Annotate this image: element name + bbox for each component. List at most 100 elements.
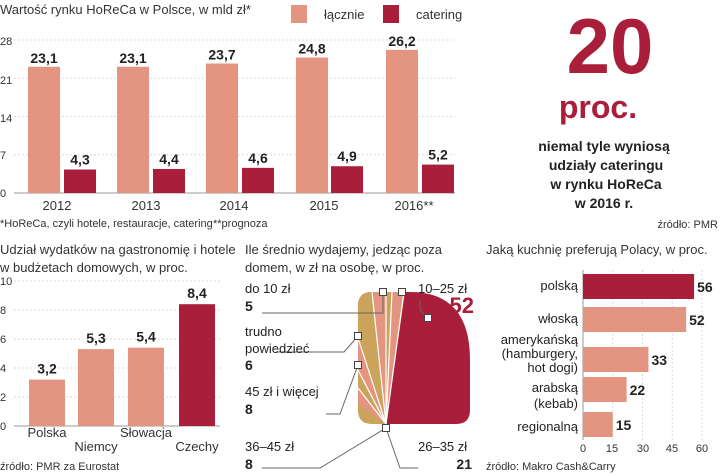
horeca-total-bar — [296, 57, 328, 193]
pie-value-trudno: 6 — [245, 357, 253, 373]
spending-category-label: Czechy — [175, 439, 219, 454]
pie-label-trudno: trudno — [245, 324, 282, 339]
horeca-bars: 23,1 23,1 23,7 24,8 26,2 4,3 4,4 4,6 4,9 5,2 — [28, 33, 454, 194]
callout-source: źródło: PMR — [657, 219, 718, 231]
cuisine-category-label: polską — [540, 278, 578, 293]
cuisine-xtick: 15 — [606, 443, 618, 455]
pie-value-do10: 5 — [245, 298, 253, 314]
horeca-catering-bar — [331, 166, 363, 193]
catering-share-callout: 20 proc. niemal tyle wyniosą udziały cat… — [538, 2, 718, 231]
horeca-ytick: 21 — [0, 75, 12, 87]
pie-slice-separator — [357, 387, 387, 425]
pie-leader-line — [262, 292, 384, 314]
cuisine-bar — [583, 347, 649, 372]
callout-line: w 2016 r. — [574, 195, 633, 211]
legend-catering-swatch — [383, 5, 399, 23]
pie-label-36-45: 36–45 zł — [245, 439, 294, 454]
legend-total-label: łącznie — [324, 7, 364, 22]
horeca-forecast-note: **prognoza — [213, 218, 268, 230]
cuisine-value-label: 22 — [630, 382, 646, 398]
horeca-total-bar — [206, 63, 238, 193]
pie-leader-marker — [354, 361, 362, 369]
legend-total-swatch — [291, 5, 307, 23]
spending-ytick: 8 — [0, 305, 6, 317]
spending-category-label: Słowacja — [120, 425, 173, 440]
horeca-category-label: 2015 — [310, 198, 339, 213]
spending-bar — [128, 347, 164, 426]
horeca-total-value-label: 24,8 — [298, 40, 325, 56]
callout-number: 20 — [567, 2, 654, 90]
cuisine-category-label: regionalną — [517, 419, 578, 434]
cuisine-xtick: 30 — [637, 443, 649, 455]
pie-leader-lines — [262, 288, 432, 469]
horeca-catering-bar — [153, 168, 185, 193]
cuisine-category-label: amerykańską — [501, 332, 579, 347]
horeca-category-label: 2013 — [132, 198, 161, 213]
spending-ytick: 2 — [0, 392, 6, 404]
meal-spending-pie-chart: Ile średnio wydajemy, jedząc poza domem,… — [245, 242, 474, 472]
pie-value-10-25: 52 — [450, 293, 474, 318]
horeca-catering-value-label: 4,4 — [159, 151, 179, 167]
pie-value-26-35: 21 — [456, 456, 472, 472]
pie-leader-marker — [424, 314, 432, 322]
horeca-catering-bar — [64, 169, 96, 193]
spending-value-label: 8,4 — [187, 285, 207, 301]
pie-chart-title: Ile średnio wydajemy, jedząc poza — [245, 242, 443, 257]
pie-slice-separator — [357, 337, 387, 425]
pie-leader-line — [262, 427, 387, 469]
cuisine-category-label: arabską — [532, 380, 579, 395]
horeca-total-value-label: 23,1 — [30, 50, 57, 66]
horeca-catering-bar — [242, 167, 274, 193]
horeca-category-label: 2016** — [394, 198, 433, 213]
cuisine-bars: 56 52 33 22 15 — [583, 274, 713, 437]
pie-slice-separator — [385, 291, 393, 425]
pie-leader-marker — [354, 332, 362, 340]
spending-category-label: Niemcy — [74, 439, 118, 454]
spending-chart-title: w budżetach domowych, w proc. — [0, 260, 188, 275]
cuisine-xtick: 60 — [696, 443, 708, 455]
spending-value-label: 3,2 — [37, 361, 57, 377]
pie-label-26-35: 26–35 zł — [418, 439, 467, 454]
spending-value-label: 5,4 — [136, 329, 156, 345]
cuisine-value-label: 33 — [651, 352, 667, 368]
cuisine-category-label: (kebab) — [534, 396, 578, 411]
pie-slice-separator — [385, 291, 405, 425]
cuisine-xtick: 0 — [580, 443, 586, 455]
horeca-total-value-label: 26,2 — [388, 33, 415, 49]
cuisine-preference-chart: Jaką kuchnię preferują Polacy, w proc. 5… — [486, 242, 713, 473]
pie-slice-separator — [357, 369, 387, 425]
spending-source: źródło: PMR za Eurostat — [0, 461, 119, 473]
horeca-catering-value-label: 5,2 — [428, 147, 448, 163]
horeca-ytick: 14 — [0, 113, 12, 125]
horeca-footnote: *HoReCa, czyli hotele, restauracje, cate… — [0, 218, 213, 230]
spending-ytick: 4 — [0, 363, 6, 375]
pie-value-36-45: 8 — [245, 456, 253, 472]
spending-ytick: 10 — [0, 276, 12, 288]
horeca-total-bar — [117, 66, 149, 193]
cuisine-category-label: hot dogi) — [527, 360, 578, 375]
cuisine-value-label: 56 — [697, 279, 713, 295]
pie-leader-line — [276, 335, 359, 353]
pie-label-do10: do 10 zł — [245, 281, 291, 296]
pie-leader-marker — [382, 424, 390, 432]
horeca-total-bar — [28, 66, 60, 193]
pie-chart-title: domem, w zł na osobę, w proc. — [245, 260, 424, 275]
spending-chart-title: Udział wydatków na gastronomię i hotele — [0, 242, 236, 257]
pie-leader-marker — [379, 288, 387, 296]
cuisine-category-label: (hamburgery, — [502, 346, 578, 361]
horeca-total-bar — [386, 49, 418, 194]
pie-leader-marker — [398, 288, 406, 296]
spending-value-label: 5,3 — [86, 330, 106, 346]
callout-line: w rynku HoReCa — [549, 176, 661, 192]
horeca-ytick: 7 — [0, 150, 6, 162]
cuisine-source: źródło: Makro Cash&Carry — [486, 461, 616, 473]
horeca-category-label: 2014 — [220, 198, 249, 213]
pie-value-45plus: 8 — [245, 401, 253, 417]
pie-slice-separator — [371, 291, 387, 425]
callout-line: udziały cateringu — [549, 157, 663, 173]
cuisine-xtick: 45 — [666, 443, 678, 455]
cuisine-bar — [583, 307, 687, 332]
spending-bars: 3,2 5,3 5,4 8,4 — [29, 285, 215, 426]
callout-line: niemal tyle wyniosą — [538, 138, 670, 154]
